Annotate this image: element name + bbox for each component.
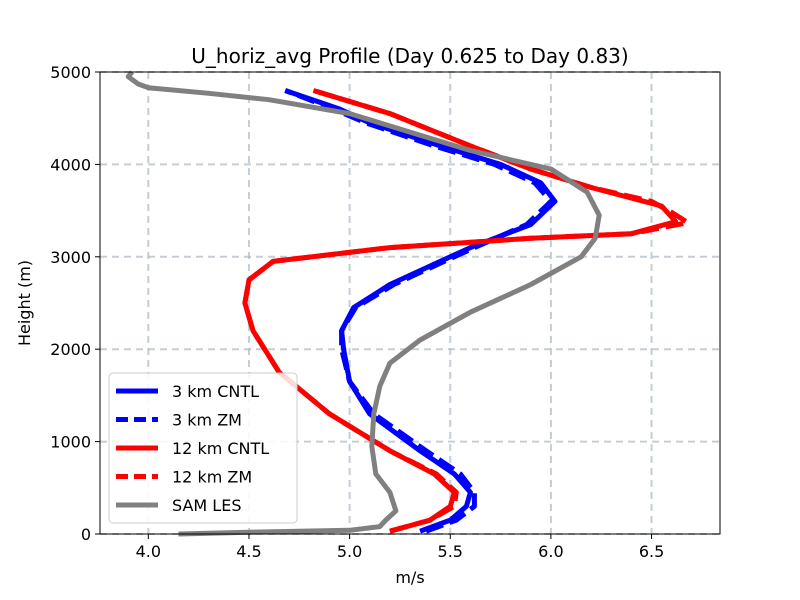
plot-frame (99, 71, 721, 535)
y-tick-label: 1000 (50, 433, 91, 452)
legend-box (108, 372, 298, 524)
series-line-12-km-zm (242, 88, 691, 534)
x-tick-label: 5.0 (337, 542, 362, 561)
x-tick-label: 6.5 (639, 542, 664, 561)
legend-label-3-km-zm: 3 km ZM (172, 411, 242, 430)
x-tick-label: 5.5 (438, 542, 463, 561)
chart-title: U_horiz_avg Profile (Day 0.625 to Day 0.… (191, 44, 628, 68)
axis-ticks: 4.0 4.5 5.0 5.5 6.0 6.5 0 1000 2000 3000 4000 5000 (50, 63, 664, 561)
x-tick-label: 4.5 (236, 542, 261, 561)
y-tick-label: 3000 (50, 248, 91, 267)
y-tick-label: 2000 (50, 340, 91, 359)
y-tick-label: 5000 (50, 63, 91, 82)
y-tick-label: 0 (81, 525, 91, 544)
legend-label-12-km-cntl: 12 km CNTL (172, 439, 269, 458)
series-line-sam-les (125, 70, 602, 537)
legend-label-3-km-cntl: 3 km CNTL (172, 382, 259, 401)
series-line-3-km-zm (284, 88, 554, 534)
y-axis-label: Height (m) (15, 260, 34, 346)
series-layer (125, 70, 691, 537)
x-tick-label: 6.0 (538, 542, 563, 561)
y-tick-label: 4000 (50, 155, 91, 174)
legend: 3 km CNTL 3 km ZM 12 km CNTL 12 km ZM SAM LE… (108, 372, 298, 524)
legend-label-12-km-zm: 12 km ZM (172, 468, 252, 487)
legend-label-sam-les: SAM LES (172, 496, 241, 515)
x-axis-label: m/s (395, 568, 424, 587)
x-tick-label: 4.0 (136, 542, 161, 561)
